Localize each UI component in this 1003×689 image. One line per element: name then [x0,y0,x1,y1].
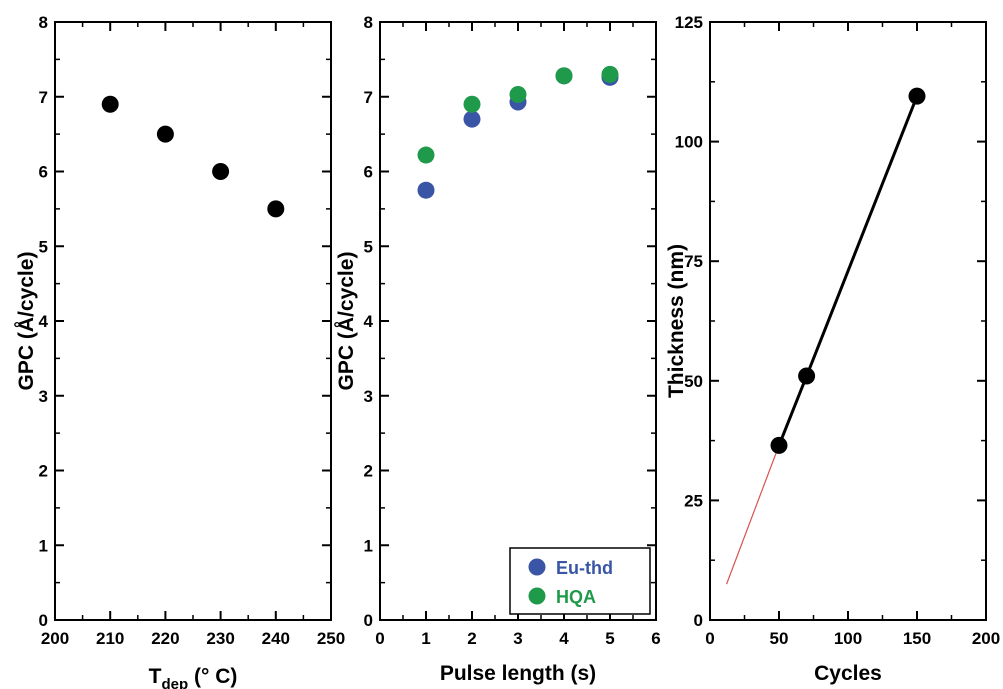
tick-marks [379,21,657,621]
x-tick-labels: 0 1 2 3 4 5 6 [375,629,660,648]
legend-marker-hqa [528,587,546,605]
data-point [463,95,481,113]
y-tick-label: 3 [39,387,48,406]
x-tick-label: 210 [96,629,124,648]
series-line [777,95,919,446]
x-tick-label: 0 [375,629,384,648]
y-axis-label: Thickness (nm) [665,244,688,398]
legend-label-eu-thd: Eu-thd [556,558,613,578]
y-tick-labels: 0 25 50 75 100 125 [675,13,703,630]
data-point [417,181,435,199]
panel-pulse-length: 0 1 2 3 4 5 6 7 8 0 1 2 3 4 5 6 Pulse length (s) GPC (… [334,13,661,685]
y-tick-label: 25 [684,491,703,510]
y-tick-label: 125 [675,13,703,32]
data-point [601,65,619,83]
extrapolation-line [725,445,780,585]
data-point [463,110,481,128]
x-tick-label: 200 [41,629,69,648]
x-tick-label: 220 [151,629,179,648]
data-point [101,95,119,113]
y-tick-label: 6 [39,163,48,182]
y-tick-label: 5 [364,237,373,256]
y-tick-labels: 0 1 2 3 4 5 6 7 8 [364,13,374,630]
data-point [267,200,285,218]
x-tick-label: 5 [605,629,614,648]
data-point [798,367,816,385]
data-point [770,436,788,454]
y-tick-labels: 0 1 2 3 4 5 6 7 8 [39,13,49,630]
y-tick-label: 8 [364,13,373,32]
tick-marks [54,21,332,621]
y-tick-label: 2 [364,462,373,481]
data-points [770,87,926,454]
x-tick-label: 3 [513,629,522,648]
x-tick-label: 150 [903,629,931,648]
data-point [555,67,573,85]
y-axis-label: GPC (Å/cycle) [334,252,358,391]
y-tick-label: 75 [684,252,703,271]
y-tick-label: 7 [364,88,373,107]
y-tick-label: 0 [694,611,703,630]
x-tick-label: 200 [972,629,1000,648]
data-point [509,86,527,104]
data-points [101,95,285,218]
legend: Eu-thd HQA [509,547,651,615]
x-tick-label: 100 [834,629,862,648]
x-tick-label: 250 [317,629,345,648]
y-tick-label: 6 [364,163,373,182]
plot-frame [54,21,332,621]
x-tick-label: 230 [206,629,234,648]
tick-marks [709,21,987,621]
y-axis-label: GPC (Å/cycle) [14,252,38,391]
x-tick-label: 0 [705,629,714,648]
y-tick-label: 2 [39,462,48,481]
y-tick-label: 0 [364,611,373,630]
x-tick-label: 4 [559,629,569,648]
x-axis-label: Pulse length (s) [440,662,596,685]
y-tick-label: 100 [675,133,703,152]
legend-marker-eu-thd [528,558,546,576]
data-point [212,163,230,180]
legend-label-hqa: HQA [556,587,596,607]
y-tick-label: 8 [39,13,48,32]
y-tick-label: 1 [364,536,373,555]
data-point [156,125,174,143]
y-tick-label: 50 [684,372,703,391]
x-tick-label: 6 [651,629,660,648]
y-tick-label: 3 [364,387,373,406]
y-tick-label: 7 [39,88,48,107]
series-lines [725,95,919,585]
data-point [908,87,926,105]
data-points [417,65,619,199]
x-tick-label: 2 [467,629,476,648]
plot-frame [709,21,987,621]
x-axis-label: Cycles [814,662,882,685]
panel-cycles: 0 25 50 75 100 125 0 50 100 150 200 Cycles Thickn… [665,13,1000,685]
x-tick-labels: 0 50 100 150 200 [705,629,1000,648]
y-tick-label: 5 [39,237,48,256]
y-tick-label: 4 [39,312,49,331]
y-tick-label: 0 [39,611,48,630]
x-tick-label: 50 [770,629,789,648]
y-tick-label: 1 [39,536,48,555]
x-tick-labels: 200 210 220 230 240 250 [41,629,345,648]
x-axis-label: Tdep (° C) [149,665,238,689]
x-tick-label: 1 [421,629,430,648]
data-point [417,146,435,164]
y-tick-label: 4 [364,312,374,331]
x-tick-label: 240 [262,629,290,648]
plot-frame [379,21,657,621]
